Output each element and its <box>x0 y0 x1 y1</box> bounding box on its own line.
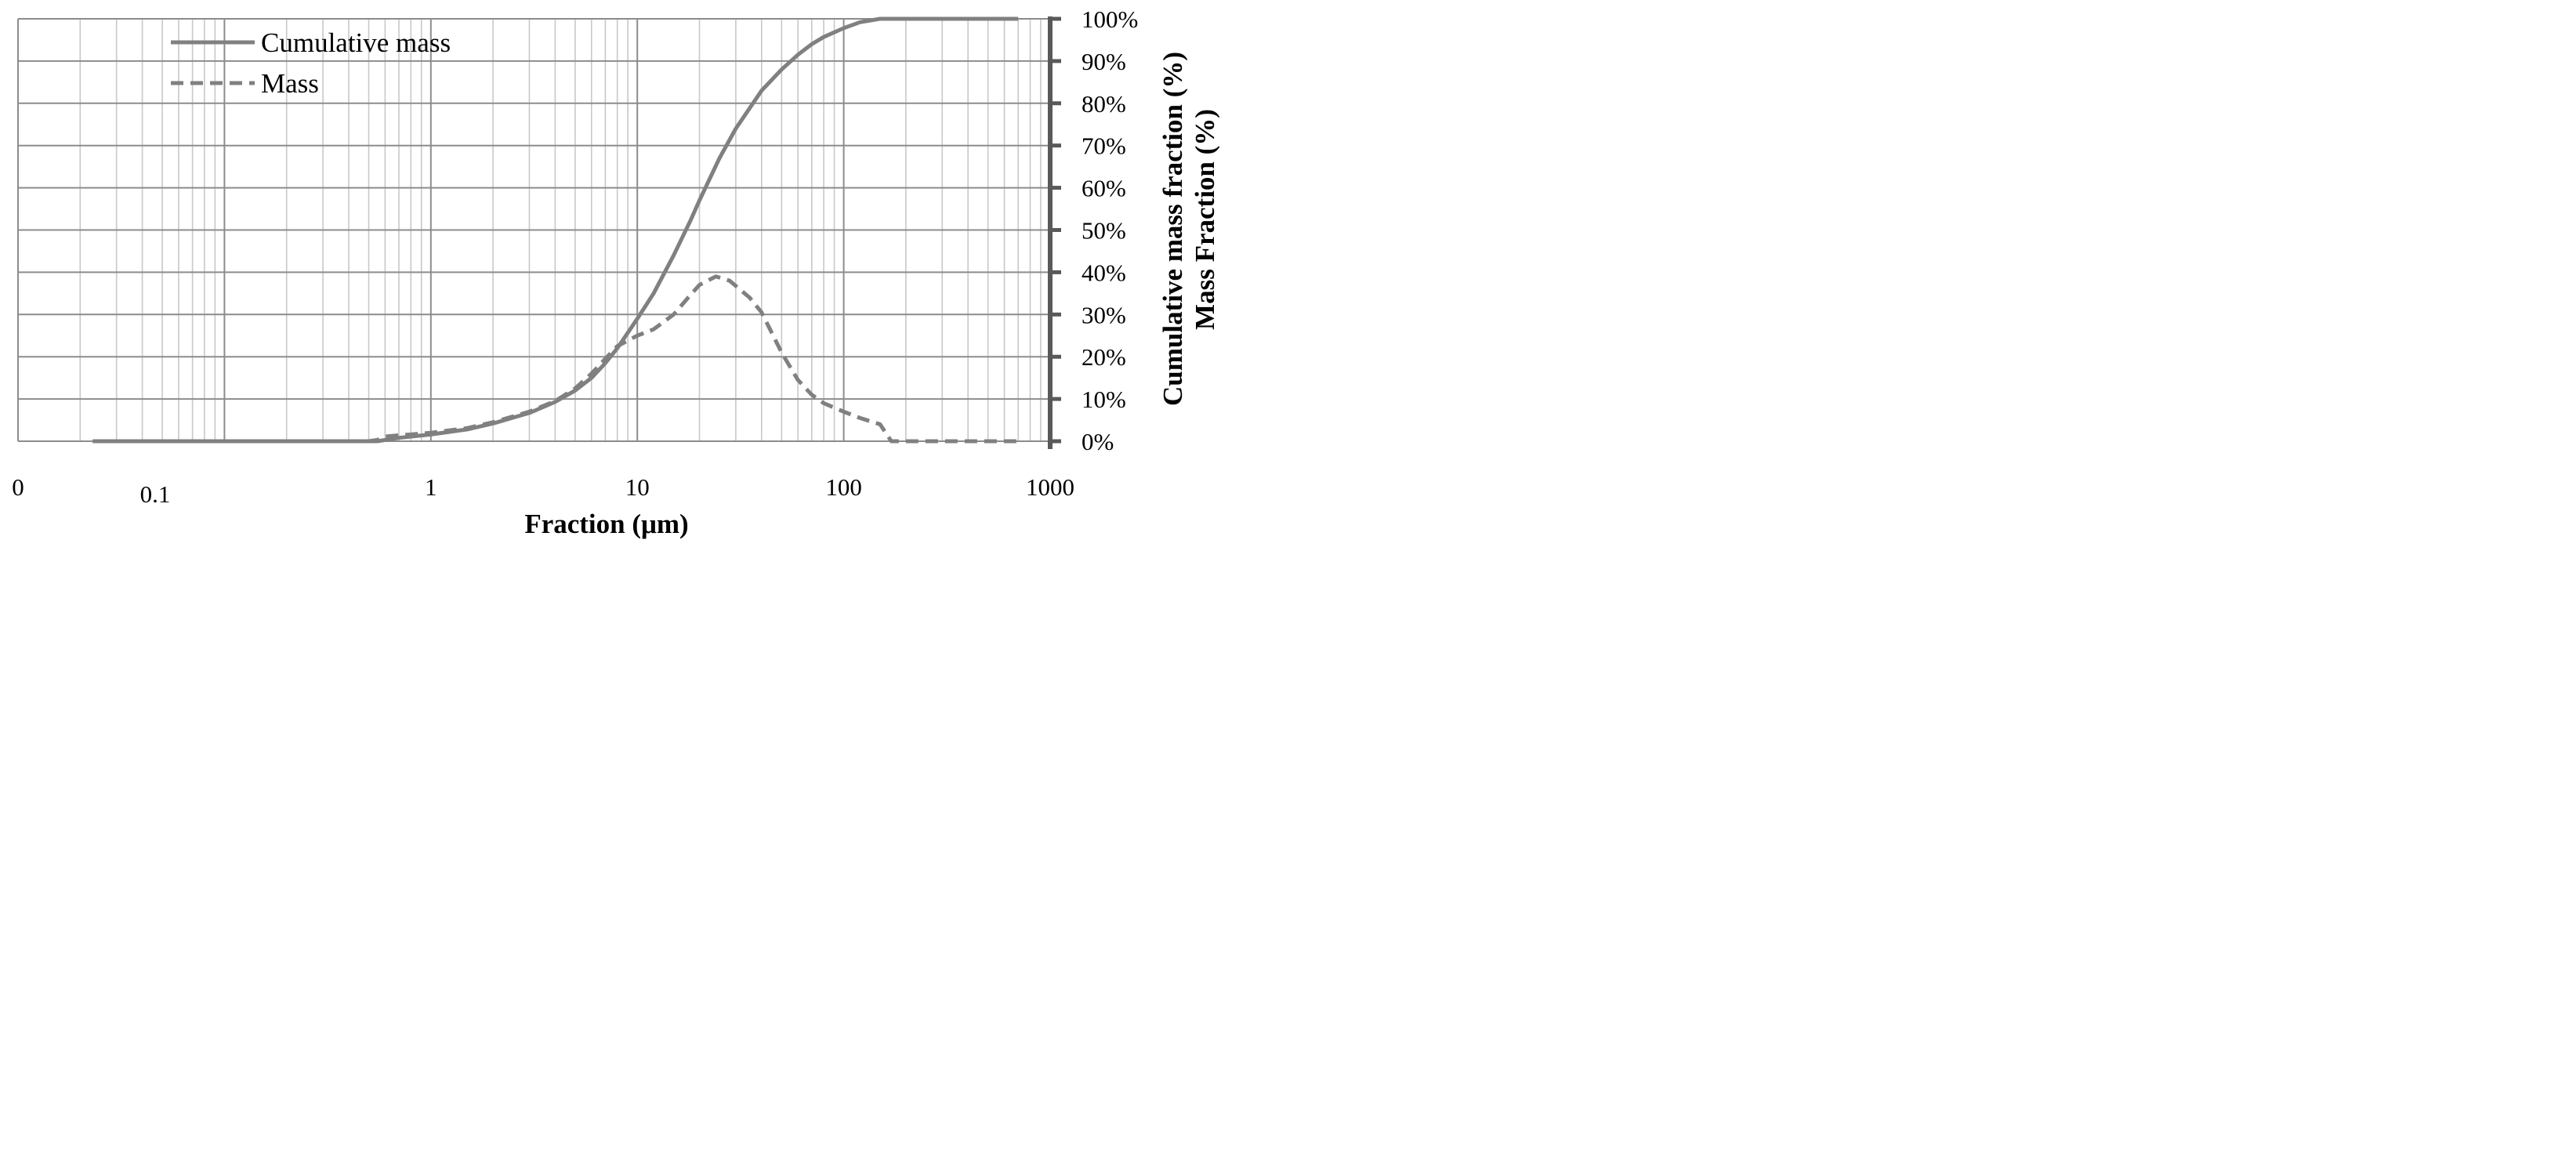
x-axis-title: Fraction (μm) <box>524 509 688 539</box>
y-tick-label: 90% <box>1081 48 1126 75</box>
y-tick-label: 60% <box>1081 175 1126 202</box>
legend-label-cumulative-mass: Cumulative mass <box>261 27 451 58</box>
x-tick-label: 0 <box>12 473 24 501</box>
y-tick-label: 20% <box>1081 343 1126 371</box>
x-tick-label: 10 <box>625 473 650 501</box>
particle-size-chart: 0% 10% 20% 30% 40% 50% 60% 70% 80% 90% 100% 0 0.1 1 10… <box>12 5 1220 539</box>
y-tick-label: 10% <box>1081 386 1126 413</box>
x-tick-label: 1000 <box>1026 473 1074 501</box>
y-axis-title-secondary: Mass Fraction (%) <box>1190 109 1220 330</box>
series-layer <box>92 16 1019 444</box>
chart-container: 0% 10% 20% 30% 40% 50% 60% 70% 80% 90% 100% 0 0.1 1 10… <box>0 0 1229 555</box>
y-tick-label: 50% <box>1081 217 1126 245</box>
y-tick-label: 30% <box>1081 301 1126 328</box>
legend-label-mass: Mass <box>261 68 319 99</box>
x-tick-label: 1 <box>425 473 437 501</box>
axis-layer <box>1048 16 1061 449</box>
y-tick-label: 100% <box>1081 5 1138 33</box>
legend: Cumulative mass Mass <box>171 27 451 99</box>
y-tick-label: 80% <box>1081 90 1126 118</box>
y-axis-title: Cumulative mass fraction (%) <box>1158 52 1188 406</box>
grid-layer <box>17 18 1051 442</box>
label-layer: 0% 10% 20% 30% 40% 50% 60% 70% 80% 90% 100% 0 0.1 1 10… <box>12 5 1138 508</box>
x-tick-label: 100 <box>825 473 862 501</box>
y-tick-label: 0% <box>1081 428 1114 455</box>
y-tick-label: 70% <box>1081 132 1126 160</box>
y-tick-label: 40% <box>1081 259 1126 286</box>
x-tick-label: 0.1 <box>140 480 171 508</box>
